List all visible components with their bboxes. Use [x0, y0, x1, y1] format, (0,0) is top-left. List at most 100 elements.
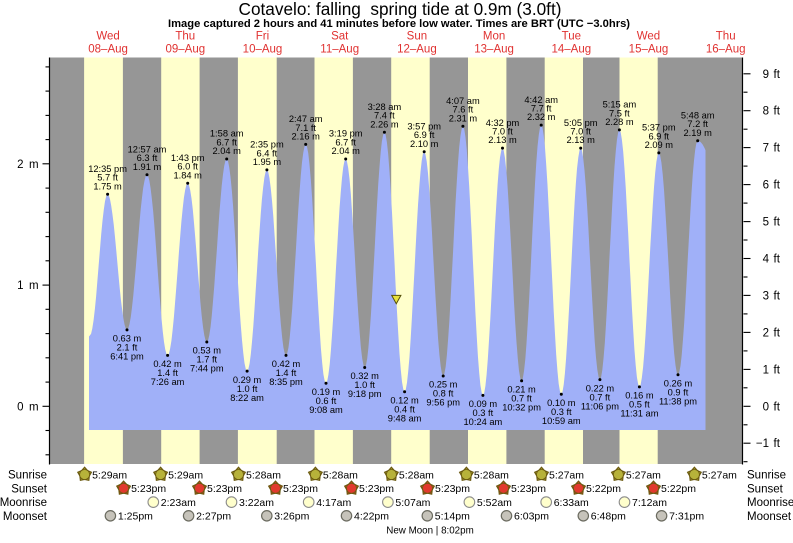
svg-text:1: 1	[763, 364, 769, 376]
svg-text:12–Aug: 12–Aug	[397, 44, 437, 56]
svg-text:1.4 ft: 1.4 ft	[157, 368, 178, 378]
svg-text:5: 5	[763, 217, 769, 229]
svg-text:1:58 am: 1:58 am	[210, 129, 244, 139]
svg-text:Mon: Mon	[483, 31, 505, 43]
svg-text:3:19 pm: 3:19 pm	[329, 129, 363, 139]
svg-text:5:23pm: 5:23pm	[359, 483, 394, 495]
svg-text:1:25pm: 1:25pm	[118, 511, 153, 523]
svg-text:Moonrise: Moonrise	[747, 497, 793, 509]
svg-text:3:26pm: 3:26pm	[274, 511, 309, 523]
svg-text:9:48 am: 9:48 am	[388, 414, 422, 424]
svg-text:2.13 m: 2.13 m	[488, 135, 517, 145]
svg-text:0.16 m: 0.16 m	[625, 391, 654, 401]
svg-text:4:32 pm: 4:32 pm	[486, 118, 520, 128]
svg-text:5:23pm: 5:23pm	[511, 483, 546, 495]
svg-text:5:28am: 5:28am	[323, 469, 358, 481]
svg-text:0.63 m: 0.63 m	[113, 334, 142, 344]
svg-text:0.10 m: 0.10 m	[547, 398, 576, 408]
svg-text:10:24 am: 10:24 am	[464, 417, 503, 427]
svg-text:5.7 ft: 5.7 ft	[97, 173, 118, 183]
svg-text:15–Aug: 15–Aug	[629, 44, 669, 56]
svg-text:11:06 pm: 11:06 pm	[581, 401, 619, 411]
svg-text:2: 2	[17, 159, 23, 171]
svg-text:5:23pm: 5:23pm	[283, 483, 318, 495]
svg-text:1.75 m: 1.75 m	[93, 181, 122, 191]
svg-text:7.7 ft: 7.7 ft	[531, 104, 552, 114]
svg-text:5:27am: 5:27am	[626, 469, 661, 481]
svg-text:3: 3	[763, 290, 769, 302]
svg-text:2:27pm: 2:27pm	[196, 511, 231, 523]
svg-text:7.2 ft: 7.2 ft	[687, 119, 708, 129]
svg-text:7:31pm: 7:31pm	[669, 511, 704, 523]
svg-text:6.3 ft: 6.3 ft	[137, 153, 158, 163]
svg-text:0.6 ft: 0.6 ft	[316, 396, 337, 406]
svg-text:7: 7	[763, 143, 769, 155]
svg-text:5:07am: 5:07am	[395, 497, 430, 509]
svg-text:Moonset: Moonset	[3, 511, 48, 523]
svg-text:New Moon | 8:02pm: New Moon | 8:02pm	[386, 526, 474, 537]
svg-text:0.25 m: 0.25 m	[429, 380, 458, 390]
svg-text:Moonset: Moonset	[747, 511, 792, 523]
svg-text:5:48 am: 5:48 am	[681, 111, 715, 121]
svg-text:8: 8	[763, 106, 769, 118]
svg-text:0.53 m: 0.53 m	[193, 346, 222, 356]
svg-text:Tue: Tue	[562, 31, 581, 43]
svg-text:Sunset: Sunset	[11, 483, 48, 495]
svg-text:1: 1	[17, 280, 23, 292]
svg-text:0.29 m: 0.29 m	[233, 375, 262, 385]
svg-text:6.7 ft: 6.7 ft	[216, 137, 237, 147]
svg-text:0.09 m: 0.09 m	[469, 399, 498, 409]
svg-text:Wed: Wed	[96, 31, 119, 43]
svg-text:5:23pm: 5:23pm	[207, 483, 242, 495]
svg-text:2.10 m: 2.10 m	[410, 139, 439, 149]
svg-text:4:22pm: 4:22pm	[354, 511, 389, 523]
svg-text:7.4 ft: 7.4 ft	[374, 111, 395, 121]
svg-text:2.16 m: 2.16 m	[291, 132, 320, 142]
svg-text:7.5 ft: 7.5 ft	[609, 108, 630, 118]
svg-text:2.26 m: 2.26 m	[370, 119, 399, 129]
svg-text:5:37 pm: 5:37 pm	[642, 123, 676, 133]
svg-text:5:28am: 5:28am	[399, 469, 434, 481]
svg-text:ft: ft	[774, 254, 781, 266]
svg-text:4:17am: 4:17am	[316, 497, 351, 509]
svg-text:5:52am: 5:52am	[477, 497, 512, 509]
svg-text:6:41 pm: 6:41 pm	[110, 352, 144, 362]
svg-text:0.4 ft: 0.4 ft	[394, 405, 415, 415]
svg-text:7:44 pm: 7:44 pm	[190, 364, 224, 374]
svg-text:Sun: Sun	[407, 31, 427, 43]
svg-text:2.28 m: 2.28 m	[605, 117, 634, 127]
svg-text:12:57 am: 12:57 am	[128, 145, 167, 155]
svg-text:2:23am: 2:23am	[161, 497, 196, 509]
svg-text:Sunrise: Sunrise	[747, 470, 786, 482]
svg-text:7.0 ft: 7.0 ft	[570, 127, 591, 137]
svg-text:0.3 ft: 0.3 ft	[473, 408, 494, 418]
svg-text:5:28am: 5:28am	[246, 469, 281, 481]
svg-text:ft: ft	[774, 217, 781, 229]
svg-text:7.1 ft: 7.1 ft	[295, 123, 316, 133]
svg-text:Thu: Thu	[175, 31, 195, 43]
svg-text:0.42 m: 0.42 m	[272, 359, 301, 369]
svg-text:7:12am: 7:12am	[632, 497, 667, 509]
svg-text:ft: ft	[774, 438, 781, 450]
svg-text:5:15 am: 5:15 am	[603, 100, 637, 110]
svg-text:6.7 ft: 6.7 ft	[335, 137, 356, 147]
svg-text:9:08 am: 9:08 am	[309, 405, 343, 415]
svg-text:1.7 ft: 1.7 ft	[196, 355, 217, 365]
svg-text:5:22pm: 5:22pm	[661, 483, 696, 495]
svg-text:0.22 m: 0.22 m	[586, 383, 615, 393]
svg-text:5:22pm: 5:22pm	[586, 483, 621, 495]
svg-text:5:23pm: 5:23pm	[131, 483, 166, 495]
svg-text:5:28am: 5:28am	[474, 469, 509, 481]
svg-text:0.21 m: 0.21 m	[507, 385, 536, 395]
svg-text:7.0 ft: 7.0 ft	[492, 127, 513, 137]
svg-text:2.13 m: 2.13 m	[566, 135, 595, 145]
svg-text:5:29am: 5:29am	[92, 469, 127, 481]
svg-text:8:35 pm: 8:35 pm	[269, 377, 303, 387]
svg-text:6.0 ft: 6.0 ft	[177, 162, 198, 172]
svg-text:Thu: Thu	[716, 31, 736, 43]
svg-text:11–Aug: 11–Aug	[320, 44, 359, 56]
svg-text:m: m	[29, 401, 39, 413]
svg-text:4:42 am: 4:42 am	[524, 95, 558, 105]
svg-text:5:27am: 5:27am	[702, 469, 737, 481]
svg-text:0.32 m: 0.32 m	[350, 371, 379, 381]
